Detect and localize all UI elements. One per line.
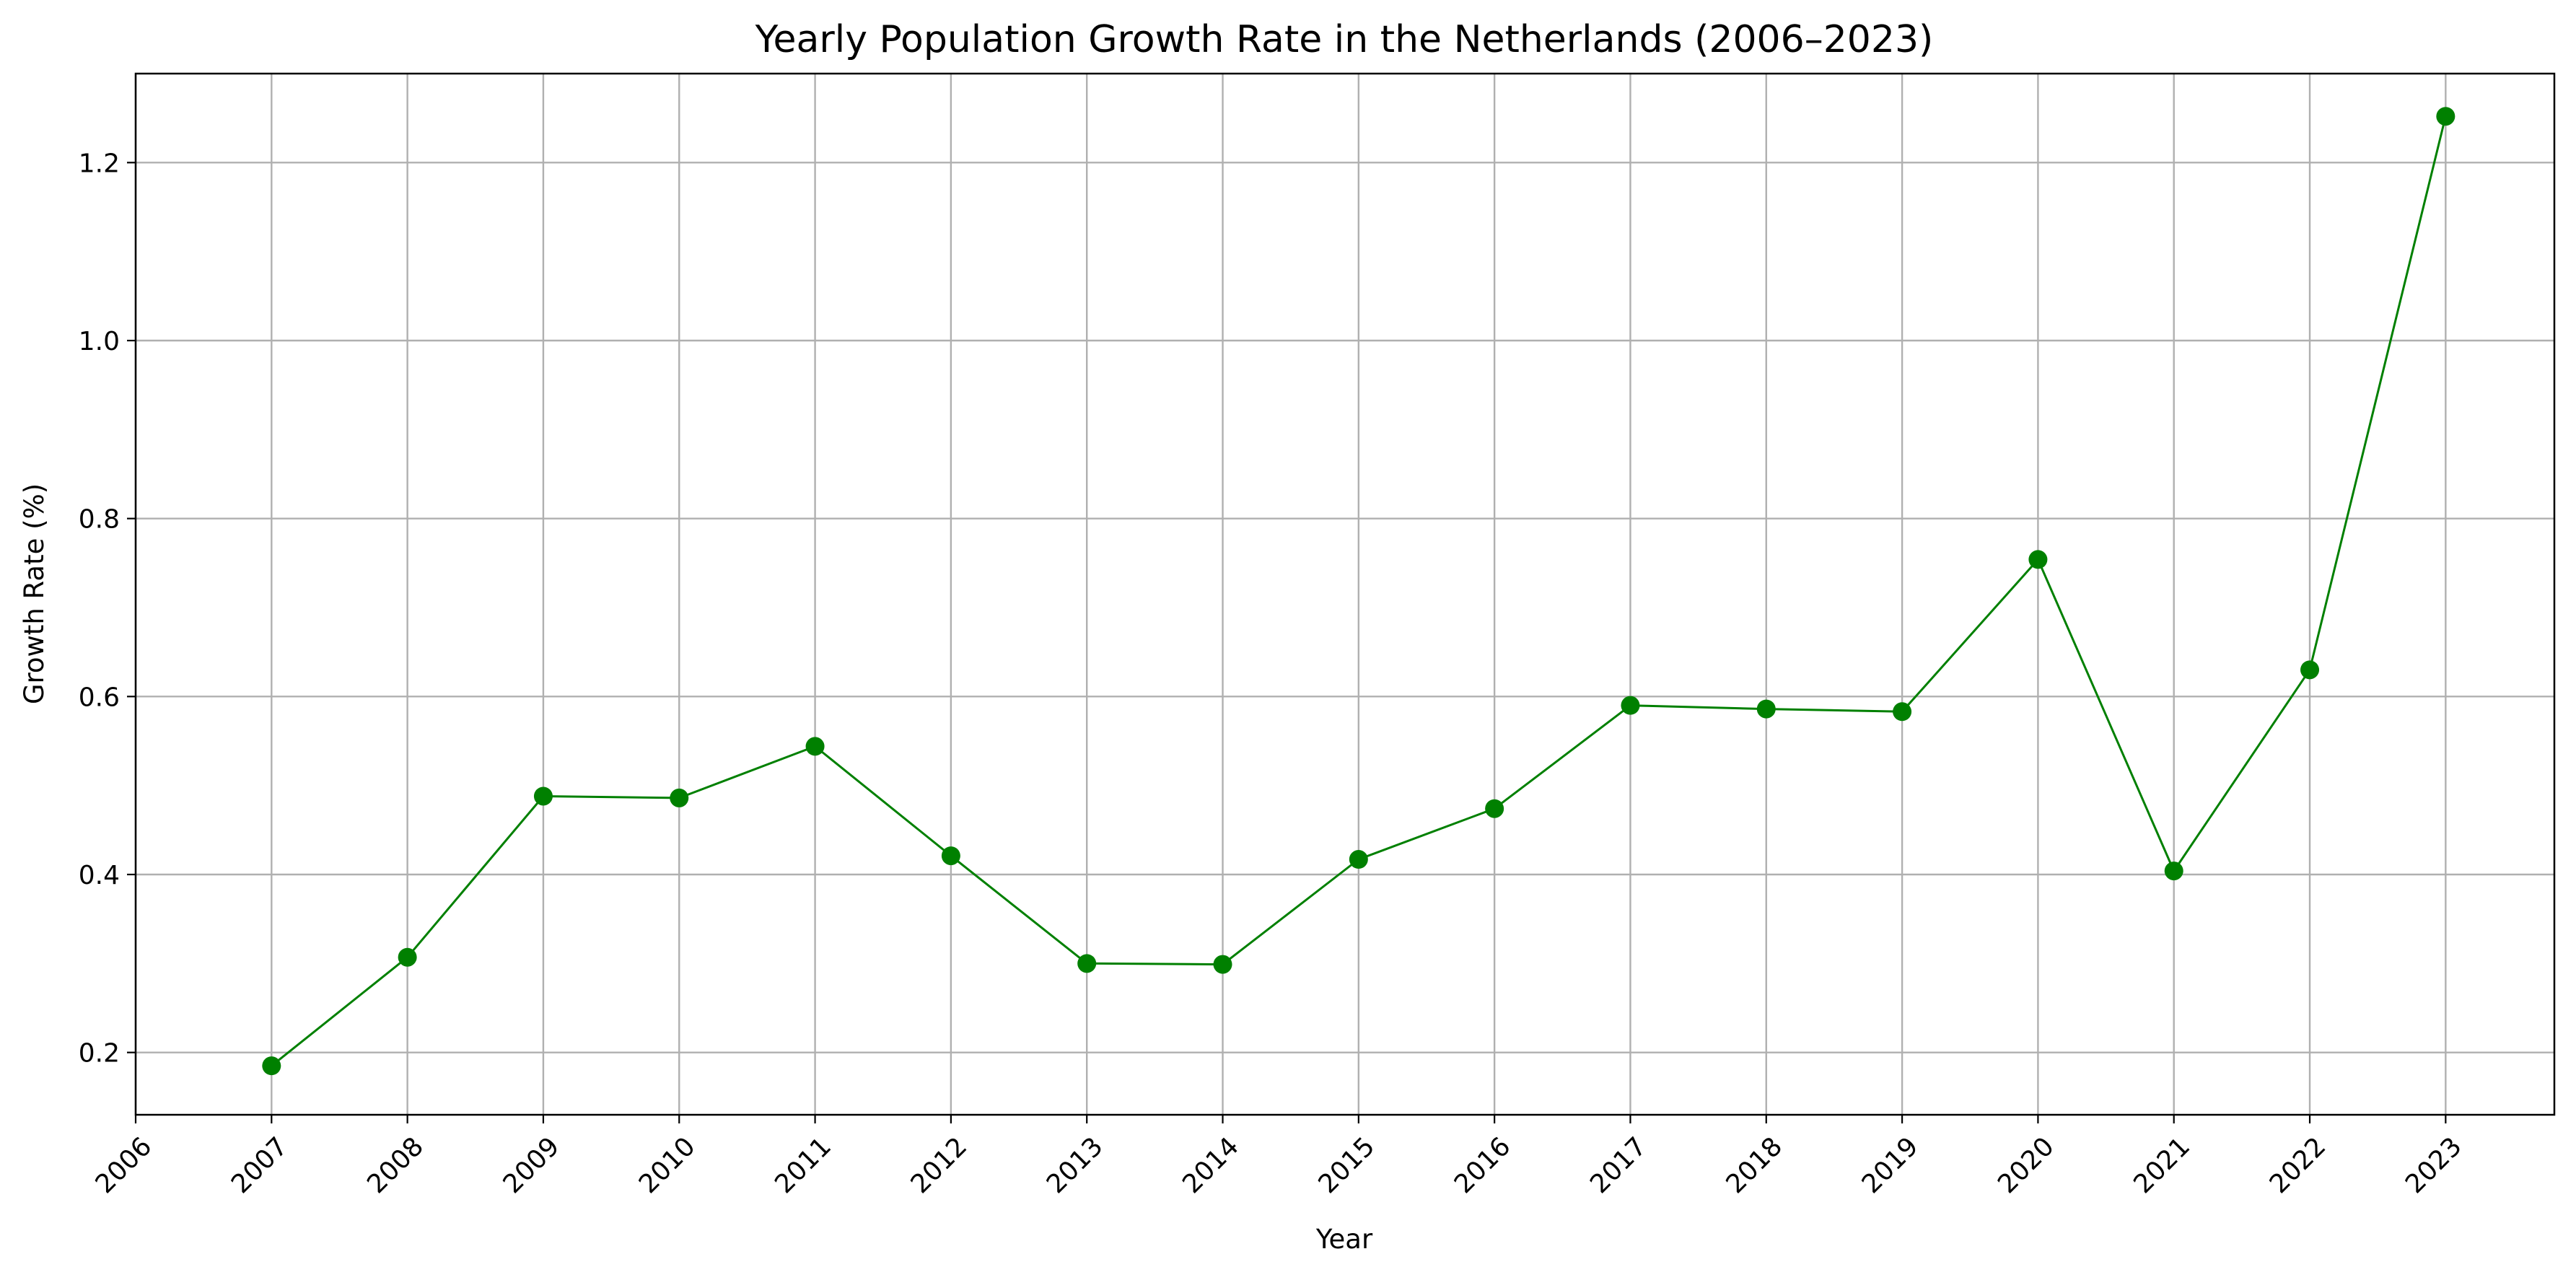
grid (134, 74, 2554, 1115)
data-point (941, 846, 960, 866)
y-tick-label: 0.2 (79, 1039, 120, 1069)
data-point (1485, 799, 1504, 818)
y-tick-label: 1.0 (79, 327, 120, 356)
data-point (1077, 954, 1097, 973)
data-point (2164, 862, 2183, 881)
data-point (2300, 660, 2320, 680)
data-point (2028, 550, 2048, 569)
data-point (1213, 955, 1232, 974)
data-point (670, 788, 689, 807)
data-point (1349, 850, 1368, 869)
data-point (1621, 696, 1640, 715)
data-point (1756, 699, 1776, 719)
y-tick-label: 0.4 (79, 861, 120, 890)
data-point (398, 947, 417, 967)
data-point (2436, 107, 2455, 126)
plot-frame (134, 72, 2556, 1116)
y-axis-label: Growth Rate (%) (19, 483, 50, 704)
y-tick-label: 0.6 (79, 683, 120, 712)
y-tick-label: 0.8 (79, 505, 120, 535)
data-point (1893, 702, 1912, 722)
y-tick-label: 1.2 (79, 149, 120, 178)
series-layer (262, 107, 2455, 1076)
data-point (533, 786, 553, 806)
chart-title: Yearly Population Growth Rate in the Net… (755, 18, 1934, 61)
data-point (805, 737, 825, 756)
x-axis-label: Year (1315, 1224, 1373, 1255)
data-point (262, 1056, 281, 1076)
